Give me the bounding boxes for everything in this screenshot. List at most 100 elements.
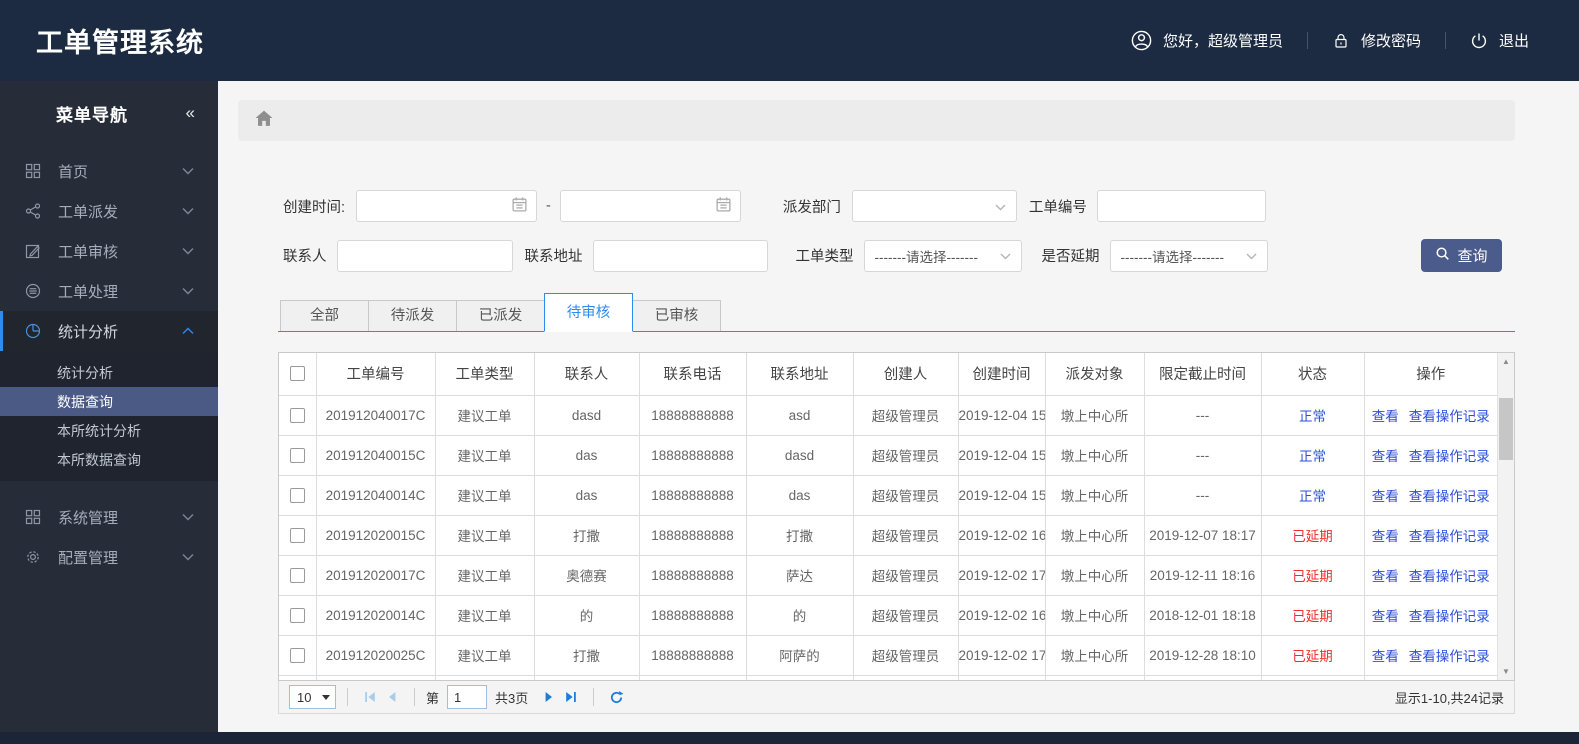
sidebar-item-config[interactable]: 配置管理 [0,537,218,577]
view-link[interactable]: 查看 [1371,529,1399,544]
submenu-item-statistics[interactable]: 统计分析 [0,358,218,387]
tab-reviewed[interactable]: 已审核 [632,300,721,331]
row-checkbox[interactable] [289,487,305,503]
sidebar-item-dispatch[interactable]: 工单派发 [0,191,218,231]
view-link[interactable]: 查看 [1371,609,1399,624]
cell-select [279,634,317,676]
view-link[interactable]: 查看 [1371,409,1399,424]
sidebar-item-label: 工单审核 [58,243,119,261]
submenu-item-local-data-query[interactable]: 本所数据查询 [0,445,218,474]
power-icon [1470,32,1488,50]
scroll-up-icon[interactable]: ▲ [1502,357,1510,366]
table-scrollbar[interactable]: ▲ ▼ [1497,353,1514,680]
tab-dispatched[interactable]: 已派发 [456,300,545,331]
cell-target: 墩上中心所 [1044,594,1145,636]
view-log-link[interactable]: 查看操作记录 [1408,609,1490,624]
order-no-input[interactable] [1096,190,1266,222]
sidebar-item-label: 工单派发 [58,203,119,221]
address-input[interactable] [592,239,768,272]
cell-deadline: 2019-12-28 18:10 [1143,634,1262,676]
user-icon [1131,30,1152,51]
first-page-button[interactable] [359,686,381,708]
menu-gap [0,481,218,497]
pie-chart-icon [25,323,45,339]
table-row: 201912020017C 建议工单 奥德赛 18888888888 萨达 超级管理员 20… [279,554,1497,596]
view-link[interactable]: 查看 [1371,569,1399,584]
home-icon[interactable] [255,110,273,132]
calendar-icon [511,196,528,217]
row-checkbox[interactable] [289,567,305,583]
row-checkbox[interactable] [289,647,305,663]
sidebar-item-review[interactable]: 工单审核 [0,231,218,271]
row-checkbox[interactable] [289,607,305,623]
cell-type: 建议工单 [434,554,535,596]
cell-phone: 18888888888 [638,434,747,476]
change-password-button[interactable]: 修改密码 [1308,30,1445,51]
row-checkbox[interactable] [289,447,305,463]
cell-actions: 查看 查看操作记录 [1363,474,1497,516]
prev-page-button[interactable] [381,686,403,708]
total-pages: 共3页 [495,690,529,706]
bottom-strip [0,732,1579,744]
select-all-checkbox[interactable] [289,366,305,382]
collapse-sidebar-button[interactable]: « [185,103,196,122]
chevron-down-icon [995,199,1006,214]
last-page-button[interactable] [560,686,582,708]
divider [414,688,415,706]
view-link[interactable]: 查看 [1371,649,1399,664]
next-page-button[interactable] [538,686,560,708]
cell-address: asd [745,394,854,436]
page-number-input[interactable] [447,685,488,709]
submenu-item-data-query[interactable]: 数据查询 [0,387,218,416]
sidebar-item-process[interactable]: 工单处理 [0,271,218,311]
view-log-link[interactable]: 查看操作记录 [1408,449,1490,464]
date-to-input[interactable] [559,190,741,222]
tab-pending-review[interactable]: 待审核 [544,293,633,332]
row-checkbox[interactable] [289,407,305,423]
view-link[interactable]: 查看 [1371,449,1399,464]
sidebar-item-system[interactable]: 系统管理 [0,497,218,537]
user-greeting[interactable]: 您好，超级管理员 [1107,30,1307,51]
view-link[interactable]: 查看 [1371,489,1399,504]
chevron-down-icon [182,513,194,521]
scroll-down-icon[interactable]: ▼ [1502,667,1510,676]
search-button[interactable]: 查询 [1421,239,1502,272]
sidebar-item-statistics[interactable]: 统计分析 [0,311,218,351]
sidebar-header: 菜单导航 « [0,81,218,145]
cell-order_no: 201912020025C [315,634,436,676]
page-prefix: 第 [426,690,440,706]
tab-pending-dispatch[interactable]: 待派发 [368,300,457,331]
view-log-link[interactable]: 查看操作记录 [1408,569,1490,584]
order-no-label: 工单编号 [1028,199,1087,216]
delay-select[interactable]: -------请选择------- [1109,239,1268,272]
view-log-link[interactable]: 查看操作记录 [1408,529,1490,544]
cell-created: 2019-12-04 15 [957,434,1046,476]
view-log-link[interactable]: 查看操作记录 [1408,409,1490,424]
cell-creator: 超级管理员 [852,434,959,476]
sidebar-item-home[interactable]: 首页 [0,151,218,191]
cell-address: 打撒 [745,514,854,556]
row-checkbox[interactable] [289,527,305,543]
view-log-link[interactable]: 查看操作记录 [1408,489,1490,504]
dispatch-dept-select[interactable] [851,190,1017,222]
pagination-bar: 10 第 共3页 [278,681,1515,714]
submenu-item-local-statistics[interactable]: 本所统计分析 [0,416,218,445]
chevron-down-icon [182,287,194,295]
refresh-icon[interactable] [605,686,627,708]
tab-all[interactable]: 全部 [280,300,369,331]
date-from-input[interactable] [356,190,538,222]
scrollbar-thumb[interactable] [1499,398,1513,460]
filter-form: 创建时间: - [278,190,1515,272]
cell-status: 正常 [1260,474,1365,516]
order-type-select[interactable]: -------请选择------- [863,239,1022,272]
cell-status: 已延期 [1260,514,1365,556]
logout-button[interactable]: 退出 [1446,30,1553,51]
column-header: 创建时间 [957,353,1046,396]
contact-input[interactable] [336,239,513,272]
sidebar-item-label: 工单处理 [58,283,119,301]
address-label: 联系地址 [524,249,583,265]
cell-deadline: 2019-12-07 18:17 [1143,514,1262,556]
view-log-link[interactable]: 查看操作记录 [1408,649,1490,664]
page-size-select[interactable]: 10 [289,685,336,709]
cell-actions: 查看 查看操作记录 [1363,394,1497,436]
